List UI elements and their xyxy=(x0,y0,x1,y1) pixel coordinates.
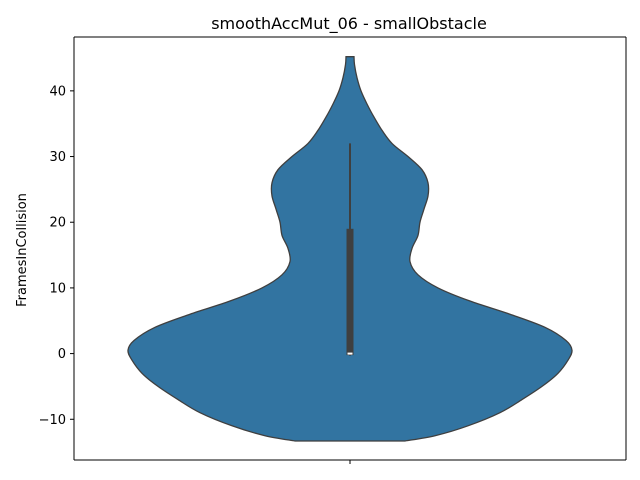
y-tick-label: −10 xyxy=(39,413,66,428)
y-tick-label: 10 xyxy=(49,281,66,296)
y-axis-label: FramesInCollision xyxy=(15,193,30,307)
y-tick-label: 30 xyxy=(49,150,66,165)
plot-area: −10 0 10 20 30 40 xyxy=(39,36,627,464)
iqr-box xyxy=(346,228,354,356)
y-tick-label: 20 xyxy=(49,216,66,231)
chart-title: smoothAccMut_06 - smallObstacle xyxy=(211,14,487,34)
y-tick-label: 0 xyxy=(58,347,66,362)
y-tick-label: 40 xyxy=(49,84,66,99)
